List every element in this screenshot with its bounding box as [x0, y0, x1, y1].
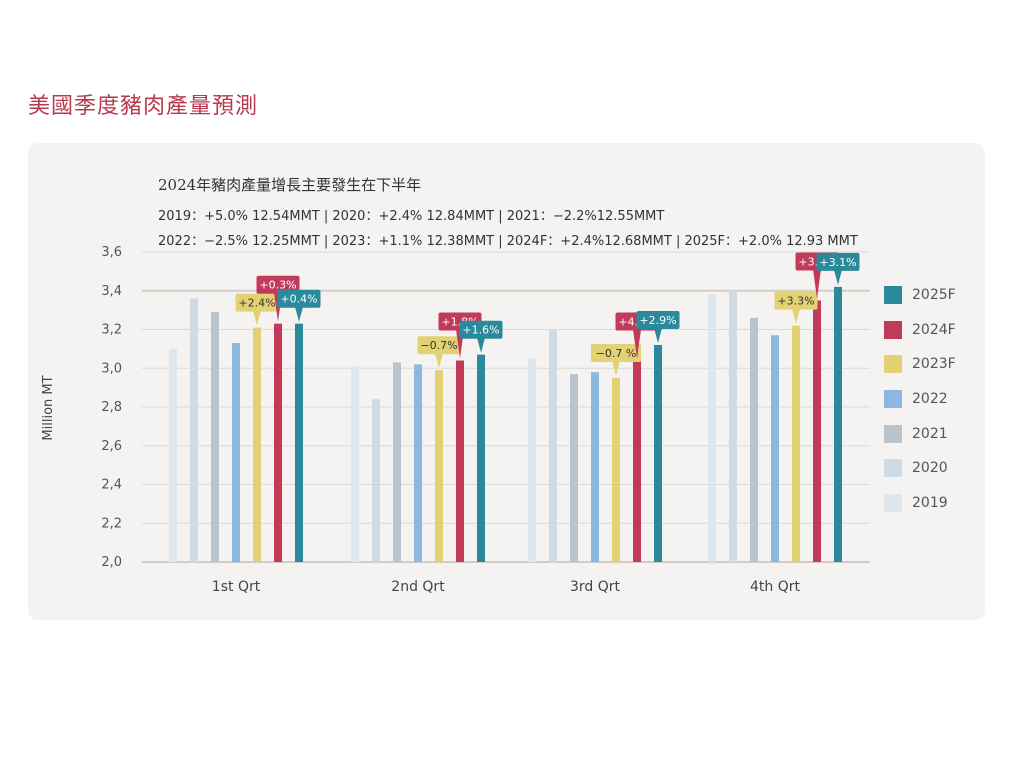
page-title: 美國季度豬肉產量預測 — [28, 94, 259, 119]
y-tick-label: 2,8 — [101, 400, 122, 415]
y-tick-label: 3,6 — [101, 245, 122, 260]
legend-swatch — [884, 286, 902, 305]
legend-label: 2020 — [912, 460, 948, 477]
chart-title: 2024年豬肉產量增長主要發生在下半年 — [158, 176, 422, 194]
bar-2024F-4th Qrt — [813, 300, 821, 562]
legend-label: 2019 — [912, 494, 948, 511]
legend-swatch — [884, 390, 902, 409]
legend-item-2023F: 2023F — [884, 347, 956, 382]
legend-item-2020: 2020 — [884, 451, 956, 486]
y-tick-label: 3,4 — [101, 284, 122, 299]
x-tick-label: 1st Qrt — [212, 579, 261, 595]
bar-2021-4th Qrt — [750, 317, 758, 562]
bar-2024F-1st Qrt — [274, 323, 282, 562]
bar-2025F-3rd Qrt — [654, 345, 662, 562]
bar-2021-3rd Qrt — [570, 374, 578, 562]
data-label: +0.4% — [280, 293, 317, 306]
data-label-pointer — [477, 337, 485, 353]
bar-2019-2nd Qrt — [351, 366, 359, 562]
legend-item-2024F: 2024F — [884, 313, 956, 348]
legend-item-2025F: 2025F — [884, 278, 956, 313]
bar-2019-1st Qrt — [169, 348, 177, 562]
bar-2025F-1st Qrt — [295, 323, 303, 562]
data-label-pointer — [295, 306, 303, 322]
data-label: +2.9% — [639, 314, 676, 327]
bar-2020-3rd Qrt — [549, 329, 557, 562]
stats-line-2: 2022：−2.5% 12.25MMT | 2023：+1.1% 12.38MM… — [158, 234, 858, 249]
data-label: −0.7% — [420, 339, 457, 352]
legend-label: 2023F — [912, 356, 956, 373]
data-label: +3.3% — [777, 295, 814, 308]
bar-2020-2nd Qrt — [372, 399, 380, 562]
bar-2023F-1st Qrt — [253, 327, 261, 562]
x-tick-label: 3rd Qrt — [570, 579, 621, 595]
data-label: +2.4% — [238, 297, 275, 310]
legend-label: 2025F — [912, 287, 956, 304]
data-label-box — [256, 275, 300, 294]
bar-2020-1st Qrt — [190, 298, 198, 562]
legend-swatch — [884, 320, 902, 339]
data-label-box — [459, 320, 503, 339]
bar-2020-4th Qrt — [729, 290, 737, 562]
legend-label: 2022 — [912, 391, 948, 408]
x-tick-label: 4th Qrt — [750, 579, 800, 595]
stats-line-1: 2019：+5.0% 12.54MMT | 2020：+2.4% 12.84MM… — [158, 209, 665, 224]
data-label-pointer — [435, 353, 443, 369]
legend-swatch — [884, 424, 902, 443]
y-tick-label: 3,2 — [101, 323, 122, 338]
legend-swatch — [884, 459, 902, 478]
data-label-pointer — [654, 328, 662, 343]
data-label-box — [277, 289, 321, 308]
data-label-box — [774, 291, 818, 310]
data-label-pointer — [834, 269, 842, 285]
y-tick-label: 3,0 — [101, 361, 122, 376]
data-label-box — [235, 293, 279, 312]
chart-panel — [28, 143, 985, 620]
bar-2022-4th Qrt — [771, 335, 779, 562]
y-tick-label: 2,2 — [101, 516, 122, 531]
bar-2024F-2nd Qrt — [456, 360, 464, 562]
data-label: +0.3% — [259, 279, 296, 292]
data-label-pointer — [813, 269, 821, 299]
data-label-pointer — [612, 360, 620, 376]
bar-2022-2nd Qrt — [414, 364, 422, 562]
bar-2023F-2nd Qrt — [435, 370, 443, 562]
legend-swatch — [884, 355, 902, 374]
y-tick-label: 2,4 — [101, 478, 122, 493]
data-label-pointer — [792, 308, 800, 324]
bar-2022-3rd Qrt — [591, 372, 599, 562]
bar-2023F-4th Qrt — [792, 325, 800, 562]
bar-2025F-4th Qrt — [834, 286, 842, 562]
legend-item-2019: 2019 — [884, 486, 956, 521]
bar-2019-4th Qrt — [708, 294, 716, 562]
y-tick-label: 2,0 — [101, 555, 122, 570]
bar-2022-1st Qrt — [232, 343, 240, 562]
data-label-box — [417, 336, 461, 355]
data-label-box — [591, 343, 641, 362]
data-label-pointer — [633, 329, 641, 359]
data-label-box — [636, 311, 680, 329]
y-tick-label: 2,6 — [101, 439, 122, 454]
bar-2023F-3rd Qrt — [612, 377, 620, 562]
legend-item-2021: 2021 — [884, 416, 956, 451]
bar-2024F-3rd Qrt — [633, 360, 641, 562]
legend-item-2022: 2022 — [884, 382, 956, 417]
data-label-pointer — [253, 310, 261, 326]
x-tick-label: 2nd Qrt — [391, 579, 445, 595]
bar-2021-1st Qrt — [211, 312, 219, 562]
data-label: +3.1% — [819, 256, 856, 269]
legend-label: 2024F — [912, 321, 956, 338]
bar-2025F-2nd Qrt — [477, 354, 485, 562]
legend-label: 2021 — [912, 425, 948, 442]
data-label-box — [816, 252, 860, 271]
chart-legend: 2025F 2024F 2023F 2022 2021 2020 2019 — [884, 278, 956, 520]
data-label: +1.6% — [462, 324, 499, 337]
data-label: −0.7 % — [596, 347, 637, 360]
bar-2021-2nd Qrt — [393, 362, 401, 562]
bar-2019-3rd Qrt — [528, 358, 536, 562]
legend-swatch — [884, 493, 902, 512]
